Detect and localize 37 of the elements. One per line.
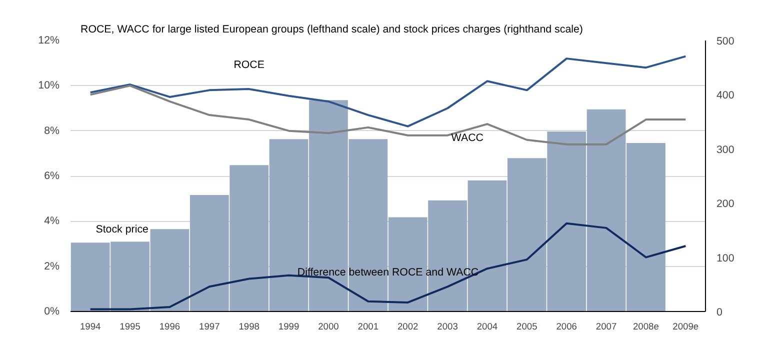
x-tick-label: 2001 — [358, 322, 379, 332]
x-tick-label: 2007 — [596, 322, 617, 332]
x-tick-label: 2005 — [516, 322, 538, 332]
chart-title: ROCE, WACC for large listed European groups (lefthand scale) and stock prices charges (righthand scale) — [80, 24, 583, 36]
line-series — [89, 84, 687, 146]
x-tick-label: 2006 — [556, 322, 577, 332]
x-tick-label: 2003 — [437, 322, 458, 332]
line-series — [89, 55, 687, 128]
x-tick-label: 1999 — [278, 322, 300, 332]
series-label: ROCE — [234, 59, 264, 72]
x-tick-label: 2000 — [318, 322, 339, 332]
y2-tick-label: 100 — [716, 252, 734, 264]
y2-tick-label: 400 — [716, 90, 734, 102]
x-tick-label: 1996 — [159, 322, 180, 332]
x-tick-label: 2009e — [672, 322, 699, 332]
y-tick-label: 2% — [44, 260, 60, 272]
y2-tick-label: 0 — [716, 306, 722, 318]
x-tick-label: 1997 — [199, 322, 220, 332]
x-tick-label: 1995 — [120, 322, 140, 332]
y-tick-label: 6% — [44, 170, 60, 182]
y-tick-label: 4% — [44, 215, 60, 228]
y2-tick-label: 200 — [716, 198, 734, 210]
series-label: Difference between ROCE and WACC — [297, 266, 479, 278]
x-tick-label: 2008e — [633, 322, 659, 332]
series-label: WACC — [451, 132, 484, 144]
y-tick-label: 10% — [38, 80, 60, 92]
line-series — [89, 222, 687, 310]
x-tick-label: 1994 — [80, 322, 101, 332]
y-tick-label: 0% — [44, 306, 60, 318]
x-tick-label: 2004 — [476, 322, 498, 332]
series-label: Stock price — [96, 224, 149, 236]
x-tick-label: 1998 — [238, 322, 260, 332]
x-tick-label: 2002 — [397, 322, 418, 332]
y2-tick-label: 500 — [716, 36, 734, 48]
y-tick-label: 8% — [44, 124, 60, 137]
y2-tick-label: 300 — [716, 144, 734, 156]
y-tick-label: 12% — [38, 34, 60, 46]
